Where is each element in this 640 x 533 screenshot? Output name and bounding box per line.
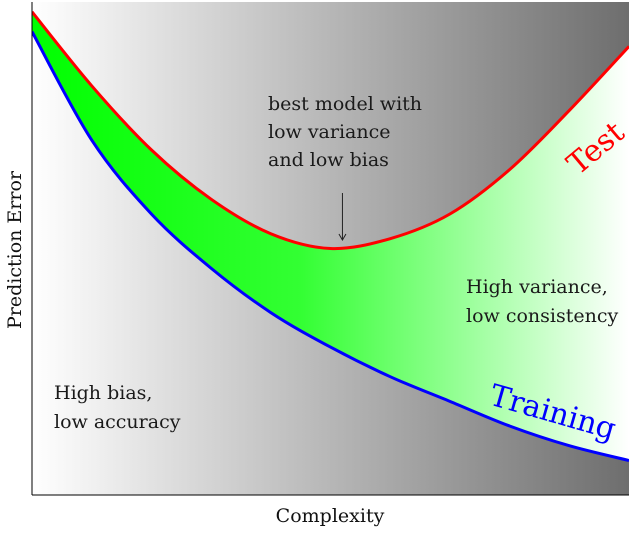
series-line-test	[32, 10, 629, 251]
x-axis-label: Complexity	[276, 505, 385, 527]
series-line-training	[32, 30, 629, 462]
high-bias-label-line-2: low accuracy	[54, 411, 181, 433]
high-variance-label-line-1: High variance,	[466, 276, 608, 298]
best-model-label-line-2: low variance	[268, 121, 391, 143]
high-bias-label-line-1: High bias,	[54, 382, 152, 404]
y-axis-label: Prediction Error	[4, 170, 26, 329]
high-variance-label-line-2: low consistency	[466, 305, 618, 327]
best-model-arrow-head	[338, 233, 347, 241]
best-model-label-line-3: and low bias	[268, 149, 389, 171]
best-model-label-line-1: best model with	[268, 93, 422, 115]
test-training-gap-area	[32, 11, 629, 461]
